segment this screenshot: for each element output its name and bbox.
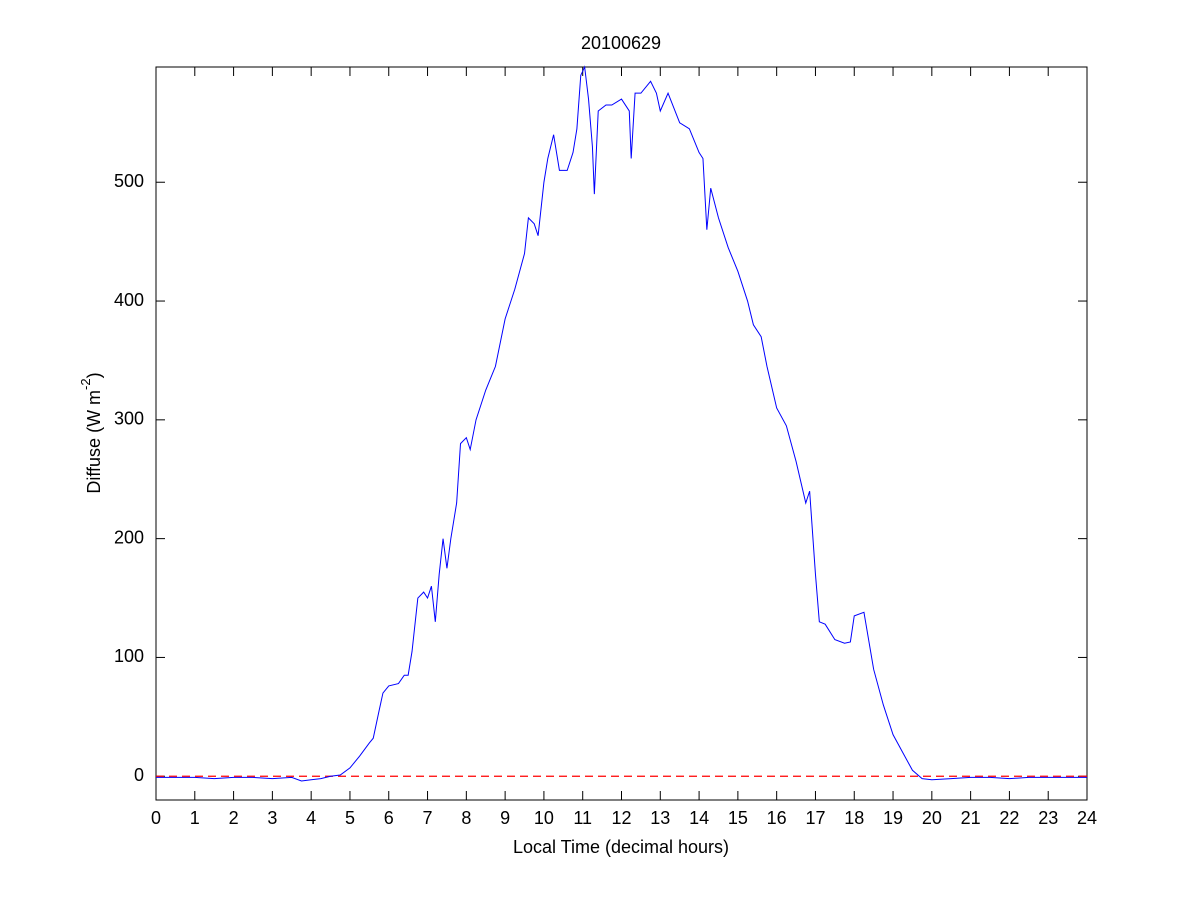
x-tick-label: 18 — [844, 808, 864, 828]
chart-title: 20100629 — [581, 33, 661, 53]
x-tick-label: 14 — [689, 808, 709, 828]
x-tick-label: 1 — [190, 808, 200, 828]
x-tick-label: 22 — [999, 808, 1019, 828]
x-tick-label: 19 — [883, 808, 903, 828]
x-tick-label: 12 — [611, 808, 631, 828]
x-tick-label: 17 — [805, 808, 825, 828]
y-axis-label-text: Diffuse (W m — [84, 390, 104, 494]
x-tick-label: 2 — [229, 808, 239, 828]
x-tick-label: 3 — [267, 808, 277, 828]
data-line — [156, 65, 1087, 782]
y-tick-label: 500 — [114, 171, 144, 191]
y-tick-label: 100 — [114, 646, 144, 666]
x-tick-label: 4 — [306, 808, 316, 828]
x-tick-label: 9 — [500, 808, 510, 828]
y-tick-label: 300 — [114, 409, 144, 429]
x-tick-label: 15 — [728, 808, 748, 828]
plot-box — [155, 66, 1088, 801]
x-tick-label: 5 — [345, 808, 355, 828]
y-axis-label-suffix: ) — [84, 372, 104, 378]
x-tick-label: 13 — [650, 808, 670, 828]
y-tick-label: 400 — [114, 290, 144, 310]
x-tick-label: 6 — [384, 808, 394, 828]
x-tick-label: 0 — [151, 808, 161, 828]
x-tick-label: 10 — [534, 808, 554, 828]
x-tick-label: 23 — [1038, 808, 1058, 828]
y-axis-label: Diffuse (W m-2) — [78, 372, 103, 493]
x-tick-label: 16 — [767, 808, 787, 828]
x-tick-label: 21 — [961, 808, 981, 828]
x-tick-label: 20 — [922, 808, 942, 828]
x-tick-label: 24 — [1077, 808, 1097, 828]
x-tick-label: 7 — [423, 808, 433, 828]
y-tick-label: 0 — [134, 765, 144, 785]
x-axis-label: Local Time (decimal hours) — [513, 837, 729, 857]
x-tick-label: 11 — [573, 808, 592, 828]
x-tick-label: 8 — [461, 808, 471, 828]
y-tick-label: 200 — [114, 527, 144, 547]
y-axis-label-superscript: -2 — [78, 378, 93, 390]
